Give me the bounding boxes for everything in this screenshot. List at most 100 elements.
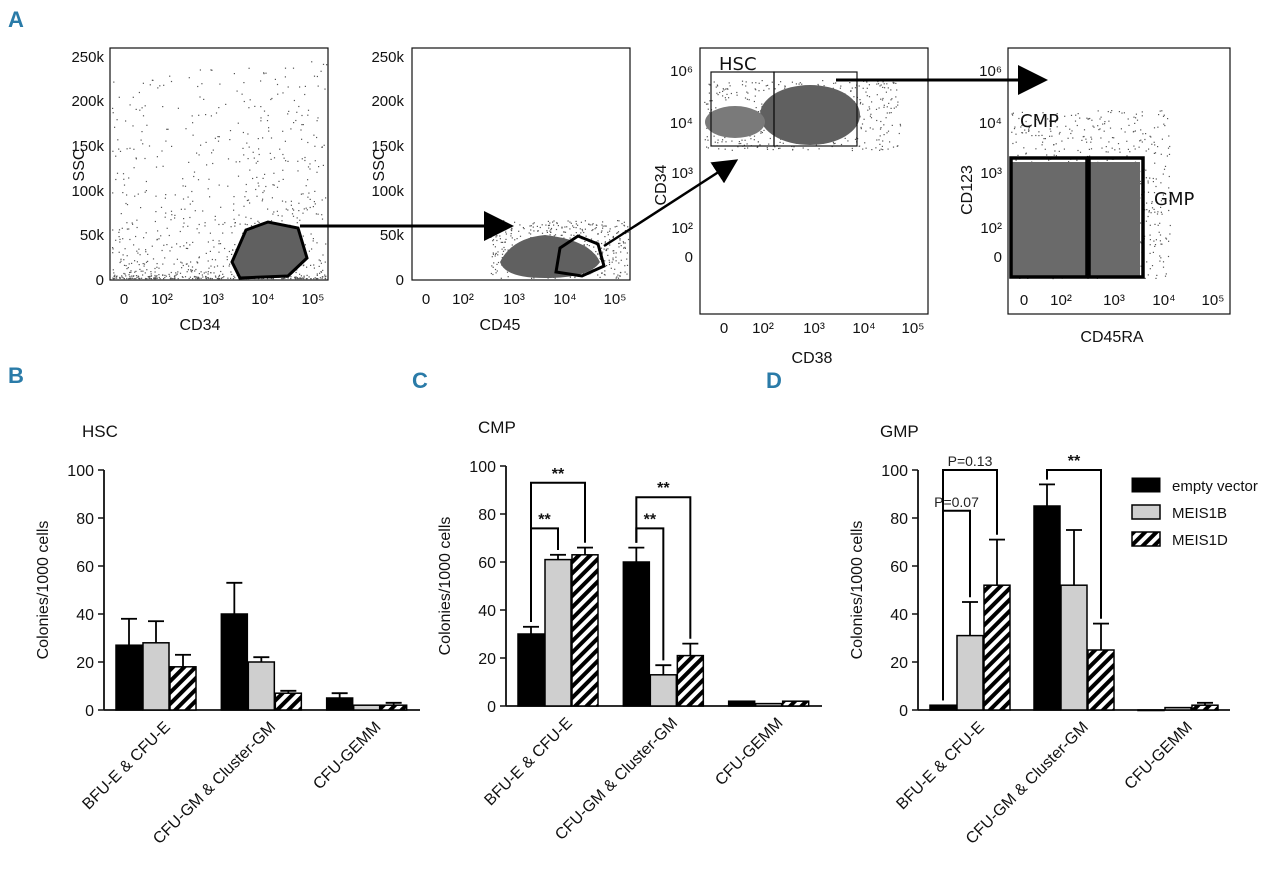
event-dot [200,144,202,146]
event-dot [758,90,760,92]
y-tick: 50k [380,227,405,244]
event-dot [218,240,220,242]
event-dot [299,277,301,279]
event-dot [755,107,757,109]
event-dot [1145,177,1147,179]
event-dot [711,100,713,102]
event-dot [727,88,729,90]
bar-empty-vector [1033,505,1061,711]
event-dot [145,180,147,183]
event-dot [182,264,184,267]
event-dot [239,161,241,163]
event-dot [125,265,127,267]
event-dot [267,208,269,210]
event-dot [147,260,149,262]
event-dot [1012,112,1014,114]
event-dot [723,89,725,91]
x-tick: 10⁴ [553,291,576,308]
event-dot [536,225,538,227]
event-dot [1020,126,1022,128]
event-dot [255,188,257,191]
event-dot [860,126,862,128]
event-dot [782,142,784,144]
y-axis-label: SSC [71,149,88,182]
event-dot [1149,177,1151,179]
event-dot [126,255,128,257]
event-dot [494,255,496,257]
event-dot [199,96,201,98]
gate-label-gmp: GMP [1154,189,1194,210]
event-dot [1134,148,1136,150]
event-dot [1024,129,1026,131]
event-dot [572,225,574,227]
event-dot [136,226,138,229]
event-dot [169,275,171,277]
event-dot [220,278,222,280]
event-dot [1141,141,1143,143]
event-dot [112,252,114,254]
y-tick-label: 40 [478,603,496,620]
flow-plot-cd45-ssc: 250k 200k 150k 100k 50k 0 0 10² 10³ 10⁴ … [371,47,631,334]
event-dot [1055,155,1057,157]
event-dot [1100,116,1102,118]
legend-label: empty vector [1172,478,1258,495]
event-dot [188,277,190,280]
event-dot [209,250,211,252]
event-dot [899,123,901,125]
event-dot [757,146,759,148]
event-dot [244,223,246,225]
event-dot [316,171,318,173]
event-dot [574,276,576,279]
event-dot [183,218,185,220]
event-dot [499,238,501,240]
event-dot [613,252,615,254]
event-dot [270,220,273,222]
event-dot [191,266,194,268]
event-dot [317,85,319,87]
legend-swatch-meis1b [1131,504,1161,520]
event-dot [191,269,193,271]
event-dot [1090,136,1092,138]
y-tick: 250k [71,49,104,66]
event-dot [1098,129,1100,131]
event-dot [619,238,621,240]
event-dot [187,196,189,198]
event-dot [757,141,759,143]
event-dot [132,125,134,127]
event-dot [195,268,197,271]
event-dot [539,226,541,229]
bar-empty-vector [727,700,756,707]
event-dot [162,263,164,265]
event-dot [546,230,548,232]
event-dot [319,272,321,274]
bar-meis1b [142,642,170,711]
event-dot [615,256,617,258]
event-dot [605,225,607,227]
event-dot [219,83,221,85]
event-dot [320,271,322,273]
event-dot [200,271,202,273]
event-dot [1162,173,1164,175]
event-dot [292,67,295,69]
event-dot [232,278,234,280]
event-dot [322,164,324,166]
bar-meis1d [274,692,303,711]
significance-label: P=0.07 [934,494,979,510]
event-dot [297,160,299,162]
event-dot [1160,257,1162,259]
bar-empty-vector [929,704,957,711]
event-dot [126,148,128,150]
event-dot [258,148,260,150]
event-dot [226,256,228,258]
event-dot [184,276,187,278]
event-dot [1099,118,1101,120]
event-dot [160,206,163,208]
event-dot [180,261,182,263]
event-dot [118,236,120,238]
event-dot [863,118,865,120]
event-dot [144,157,146,160]
event-dot [180,208,182,210]
event-dot [1158,231,1160,233]
event-dot [156,275,158,277]
event-dot [1149,244,1151,246]
